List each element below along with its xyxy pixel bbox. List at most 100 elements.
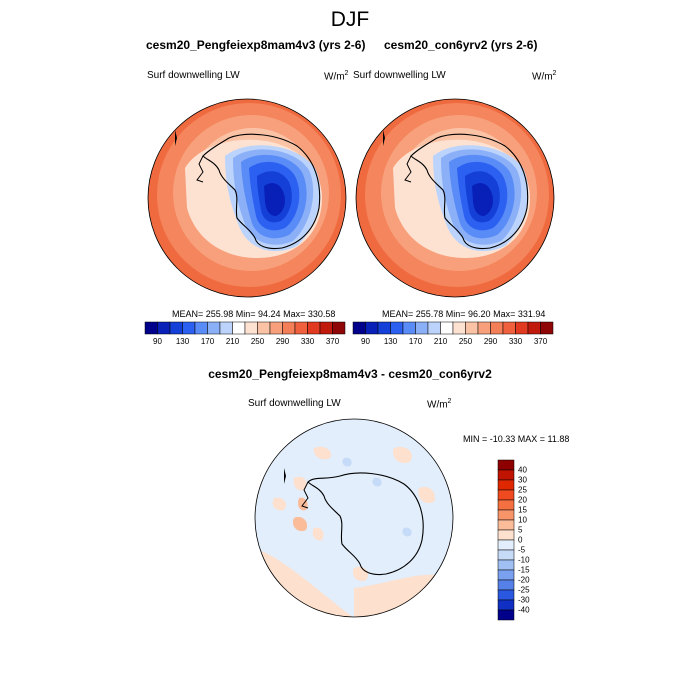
left-colorbar-labels: 90 130 170 210 250 290 330 370	[145, 337, 345, 349]
diff-stats: MIN = -10.33 MAX = 11.88	[463, 434, 570, 444]
left-units-label: W/m2	[324, 70, 349, 83]
colorbar-tick-label: 15	[518, 505, 527, 515]
right-units-label: W/m2	[532, 70, 557, 83]
colorbar-tick-label: -25	[518, 585, 530, 595]
colorbar-swatch	[497, 459, 515, 471]
colorbar-swatch	[497, 579, 515, 591]
colorbar-tick-label: 290	[275, 337, 290, 346]
colorbar-swatch	[497, 479, 515, 491]
colorbar-swatch	[194, 321, 208, 335]
colorbar-swatch	[452, 321, 466, 335]
colorbar-tick-label: -30	[518, 595, 530, 605]
colorbar-swatch	[257, 321, 271, 335]
colorbar-tick-label: -10	[518, 555, 530, 565]
colorbar-tick-label: -5	[518, 545, 526, 555]
colorbar-swatch	[377, 321, 391, 335]
colorbar-swatch	[497, 489, 515, 501]
colorbar-swatch	[497, 559, 515, 571]
colorbar-swatch	[497, 589, 515, 601]
left-stats: MEAN= 255.98 Min= 94.24 Max= 330.58	[172, 309, 336, 319]
right-colorbar-labels: 90 130 170 210 250 290 330 370	[353, 337, 553, 349]
colorbar-tick-label: 40	[518, 465, 527, 475]
colorbar-tick-label: 130	[175, 337, 190, 346]
right-variable-label: Surf downwelling LW	[353, 70, 446, 81]
colorbar-swatch	[497, 529, 515, 541]
colorbar-swatch	[282, 321, 296, 335]
colorbar-swatch	[207, 321, 221, 335]
colorbar-tick-label: -20	[518, 575, 530, 585]
colorbar-swatch	[294, 321, 308, 335]
season-title: DJF	[330, 8, 370, 31]
left-variable-label: Surf downwelling LW	[147, 70, 240, 81]
colorbar-swatch	[427, 321, 441, 335]
colorbar-swatch	[440, 321, 454, 335]
colorbar-swatch	[515, 321, 529, 335]
colorbar-swatch	[365, 321, 379, 335]
colorbar-swatch	[502, 321, 516, 335]
colorbar-swatch	[497, 469, 515, 481]
colorbar-tick-label: 90	[361, 337, 370, 346]
colorbar-swatch	[269, 321, 283, 335]
colorbar-swatch	[497, 499, 515, 511]
right-panel-title: cesm20_con6yrv2 (yrs 2-6)	[384, 38, 538, 52]
diff-units-label: W/m2	[427, 398, 452, 411]
colorbar-swatch	[490, 321, 504, 335]
colorbar-tick-label: 20	[518, 495, 527, 505]
left-colorbar	[144, 321, 346, 335]
colorbar-swatch	[169, 321, 183, 335]
colorbar-tick-label: 130	[383, 337, 398, 346]
colorbar-tick-label: 10	[518, 515, 527, 525]
left-polar-map	[147, 98, 347, 298]
colorbar-swatch	[390, 321, 404, 335]
colorbar-tick-label: 330	[300, 337, 315, 346]
colorbar-swatch	[497, 569, 515, 581]
colorbar-swatch	[352, 321, 366, 335]
colorbar-tick-label: 370	[325, 337, 340, 346]
colorbar-tick-label: 90	[153, 337, 162, 346]
colorbar-swatch	[497, 509, 515, 521]
diff-polar-map	[254, 418, 454, 618]
diff-variable-label: Surf downwelling LW	[248, 398, 341, 409]
diff-colorbar-labels: 40 30 25 20 15 10 5 0 -5 -10 -15 -20 -25 -30 -40	[518, 460, 548, 620]
colorbar-tick-label: 25	[518, 485, 527, 495]
colorbar-swatch	[144, 321, 158, 335]
diff-colorbar	[497, 459, 515, 621]
colorbar-swatch	[527, 321, 541, 335]
colorbar-tick-label: 370	[533, 337, 548, 346]
colorbar-swatch	[497, 599, 515, 611]
colorbar-swatch	[332, 321, 346, 335]
colorbar-tick-label: 170	[200, 337, 215, 346]
colorbar-swatch	[497, 539, 515, 551]
left-panel-title: cesm20_Pengfeiexp8mam4v3 (yrs 2-6)	[146, 38, 366, 52]
colorbar-tick-label: 170	[408, 337, 423, 346]
colorbar-swatch	[307, 321, 321, 335]
colorbar-swatch	[219, 321, 233, 335]
colorbar-swatch	[244, 321, 258, 335]
colorbar-tick-label: 210	[433, 337, 448, 346]
colorbar-tick-label: 210	[225, 337, 240, 346]
colorbar-tick-label: 0	[518, 535, 523, 545]
colorbar-swatch	[232, 321, 246, 335]
right-stats: MEAN= 255.78 Min= 96.20 Max= 331.94	[382, 309, 546, 319]
colorbar-swatch	[182, 321, 196, 335]
colorbar-swatch	[497, 609, 515, 621]
colorbar-tick-label: 30	[518, 475, 527, 485]
colorbar-swatch	[497, 519, 515, 531]
colorbar-tick-label: 290	[483, 337, 498, 346]
colorbar-tick-label: -40	[518, 605, 530, 615]
right-colorbar	[352, 321, 554, 335]
colorbar-swatch	[540, 321, 554, 335]
colorbar-swatch	[465, 321, 479, 335]
right-polar-map	[355, 98, 555, 298]
colorbar-tick-label: -15	[518, 565, 530, 575]
colorbar-tick-label: 250	[458, 337, 473, 346]
colorbar-swatch	[319, 321, 333, 335]
diff-panel-title: cesm20_Pengfeiexp8mam4v3 - cesm20_con6yr…	[208, 367, 492, 381]
colorbar-swatch	[402, 321, 416, 335]
colorbar-swatch	[415, 321, 429, 335]
colorbar-tick-label: 330	[508, 337, 523, 346]
colorbar-swatch	[157, 321, 171, 335]
colorbar-swatch	[497, 549, 515, 561]
colorbar-tick-label: 250	[250, 337, 265, 346]
colorbar-tick-label: 5	[518, 525, 523, 535]
